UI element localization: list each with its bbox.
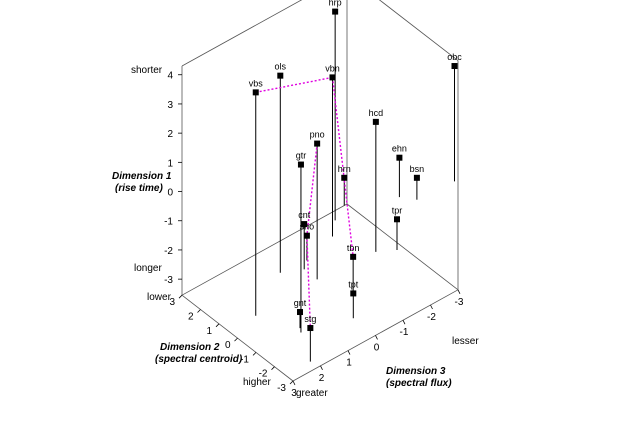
- marker-bsn: [413, 174, 420, 181]
- connector-lines: [255, 76, 354, 329]
- point-label-pno: pno: [310, 130, 325, 140]
- marker-hcd: [372, 118, 379, 125]
- dim2-tick-mark: [215, 323, 220, 328]
- marker-hrn: [341, 174, 348, 181]
- dim3-tick-label: 0: [374, 342, 380, 353]
- point-label-hrn: hrn: [338, 164, 351, 174]
- wall-top-back: [181, 0, 303, 67]
- dim2-tick-label: 1: [206, 326, 212, 337]
- point-label-sno: sno: [300, 222, 315, 232]
- marker-cnt: [301, 221, 308, 228]
- dim1-title-line2: (rise time): [115, 183, 163, 194]
- point-label-hcd: hcd: [369, 108, 384, 118]
- point-label-gnt: gnt: [294, 298, 307, 308]
- connector-sno-stg: [306, 235, 312, 329]
- point-label-tpr: tpr: [392, 205, 403, 215]
- marker-hrp: [332, 8, 339, 15]
- dim2-tick-mark: [234, 337, 238, 342]
- axis-titles: Dimension 1 (rise time) Dimension 2 (spe…: [112, 65, 479, 399]
- point-label-stg: stg: [304, 314, 316, 324]
- dim1-tick-label: 0: [167, 188, 173, 199]
- marker-vbs: [252, 89, 259, 96]
- dim3-tick-label: -2: [427, 312, 436, 323]
- point-label-ols: ols: [275, 62, 287, 72]
- dim2-tick-label: -1: [240, 354, 249, 365]
- point-label-hrp: hrp: [329, 0, 342, 8]
- dim3-tick-mark: [347, 350, 351, 355]
- dim2-tick-mark: [271, 366, 275, 370]
- floor-edge-back: [181, 203, 348, 296]
- floor-edge-dim3-back: [346, 203, 459, 291]
- dim3-label-lesser: lesser: [452, 336, 479, 347]
- dim2-tick-label: 2: [188, 312, 194, 323]
- dim1-tick-label: 3: [167, 100, 173, 111]
- dim3-tick-label: 3: [291, 388, 297, 399]
- point-label-obc: obc: [447, 52, 462, 62]
- dim2-tick-label: -3: [277, 383, 286, 394]
- dim1-label-shorter: shorter: [131, 65, 163, 76]
- marker-ehn: [396, 154, 403, 161]
- dim1-tick-label: 2: [167, 129, 173, 140]
- marker-sno: [303, 232, 310, 239]
- point-label-bsn: bsn: [410, 164, 425, 174]
- wall-top-right: [378, 0, 459, 61]
- dim2-tick-label: 0: [225, 340, 231, 351]
- marker-gnt: [297, 309, 303, 316]
- dim1-tick-label: -2: [164, 246, 173, 257]
- point-label-vbs: vbs: [249, 78, 264, 88]
- point-label-vbn: vbn: [325, 63, 340, 73]
- dim3-tick-label: 1: [346, 358, 352, 369]
- marker-stg: [307, 325, 314, 332]
- dim3-title-line2: (spectral flux): [386, 378, 452, 389]
- dim3-title-line1: Dimension 3: [386, 366, 446, 377]
- dim2-label-lower: lower: [147, 292, 172, 303]
- axis-ticks: 4 3 2 1 0 -1 -2 -3 3 2 1 0 -1 -2 -3 3 2 1 0 -1 -2 -3: [164, 71, 464, 399]
- dim1-tick-label: -1: [164, 217, 173, 228]
- dim3-tick-mark: [375, 335, 378, 340]
- dim1-label-longer: longer: [134, 263, 162, 274]
- dim1-tick-label: 1: [167, 158, 173, 169]
- marker-gtr: [297, 161, 304, 168]
- marker-tbn: [350, 253, 357, 260]
- point-label-tbn: tbn: [347, 243, 360, 253]
- marker-ols: [277, 72, 284, 79]
- point-label-cnt: cnt: [298, 210, 311, 220]
- marker-obc: [451, 63, 458, 70]
- dim3-tick-label: 2: [319, 373, 325, 384]
- marker-tpt: [350, 290, 357, 297]
- marker-vbn: [329, 74, 336, 81]
- dim2-label-higher: higher: [243, 377, 271, 388]
- data-stems: [255, 11, 455, 362]
- dim2-tick-mark: [197, 309, 201, 313]
- dim3-tick-label: -3: [455, 297, 464, 308]
- dim3-tick-mark: [402, 320, 406, 325]
- dim2-tick-label: -2: [259, 369, 268, 380]
- dim2-tick-mark: [252, 352, 257, 356]
- dim3-tick-label: -1: [400, 327, 409, 338]
- dim3-tick-mark: [320, 365, 323, 370]
- dim1-title-line1: Dimension 1: [112, 171, 172, 182]
- dim2-tick-mark: [289, 380, 294, 385]
- connector-vbs-vbn: [255, 76, 333, 94]
- dim3-tick-mark: [292, 380, 296, 386]
- point-label-tpt: tpt: [348, 279, 359, 289]
- dim1-tick-label: -3: [164, 275, 173, 286]
- marker-pno: [314, 140, 321, 147]
- point-label-ehn: ehn: [392, 144, 407, 154]
- dim2-tick-label: 3: [169, 297, 175, 308]
- dim1-tick-label: 4: [167, 71, 173, 82]
- point-label-gtr: gtr: [296, 151, 307, 161]
- dim3-tick-mark: [430, 304, 433, 310]
- data-points: vbs hrp ols gtr vbn pno hcd obc gnt cnt tbn tpr sno h…: [249, 0, 462, 332]
- connector-pno-sno: [306, 143, 318, 236]
- dim2-title-line2: (spectral centroid): [155, 354, 243, 365]
- dim3-tick-mark: [457, 289, 461, 294]
- marker-tpr: [394, 216, 400, 223]
- dim2-tick-mark: [178, 294, 183, 299]
- dim2-title-line1: Dimension 2: [160, 342, 220, 353]
- dim3-label-greater: greater: [296, 388, 328, 399]
